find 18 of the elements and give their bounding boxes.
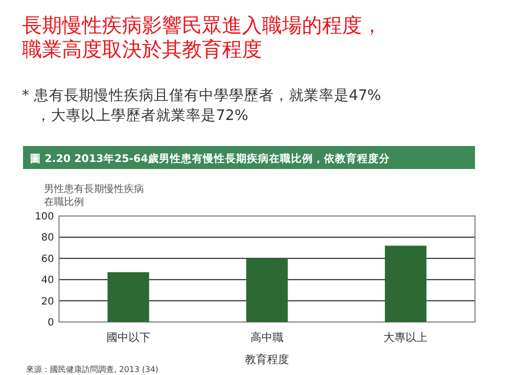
- bar: [246, 258, 288, 322]
- y-tick-label: 60: [41, 254, 54, 265]
- text: * 患有長期慢性疾病且僅有中學學歷者，就業率是47%，大專以上學歷者就業率是72%: [22, 87, 382, 124]
- x-tick-label: 高中職: [250, 331, 284, 344]
- y-axis-title: 男性患有長期慢性疾病在職比例: [44, 183, 144, 208]
- text: 來源：國民健康訪問調查, 2013 (34): [26, 365, 158, 374]
- x-axis-title: 教育程度: [245, 353, 289, 366]
- y-tick-label: 80: [41, 232, 54, 244]
- chart-title: 長期慢性疾病影響民眾進入職場的程度，職業高度取決於其教育程度: [22, 13, 382, 61]
- bar: [108, 272, 150, 322]
- y-tick-label: 100: [34, 212, 54, 222]
- chart-subtitle: 圖 2.20 2013年25-64歲男性患有慢性長期疾病在職比例，依教育程度分: [30, 152, 392, 165]
- x-tick-label: 國中以下: [106, 331, 150, 344]
- bar: [384, 246, 426, 322]
- y-tick-label: 20: [41, 296, 54, 308]
- y-tick-label: 40: [41, 275, 54, 286]
- y-tick-label: 0: [48, 318, 54, 328]
- x-tick-label: 大專以上: [384, 331, 428, 344]
